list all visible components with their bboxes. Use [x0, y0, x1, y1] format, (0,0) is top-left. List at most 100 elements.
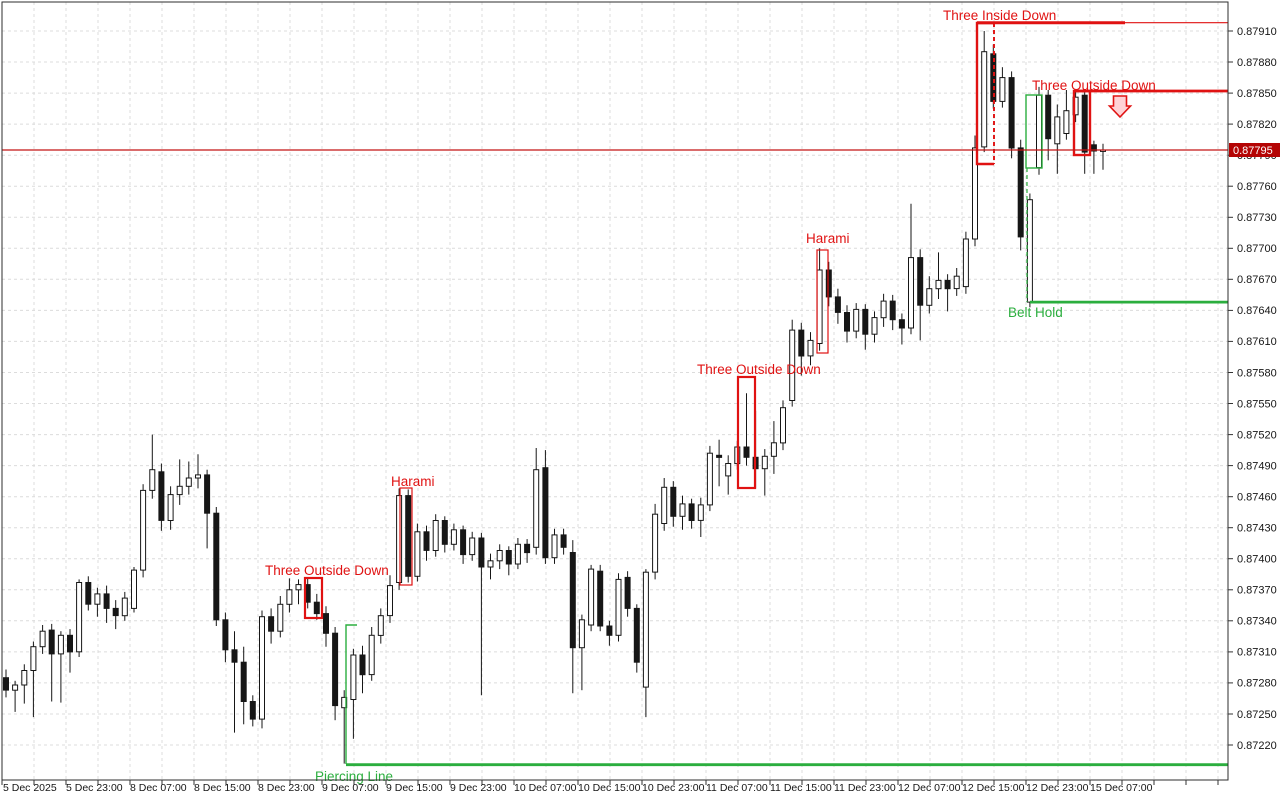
- time-tick-label[interactable]: 9 Dec 15:00: [386, 782, 443, 794]
- candle: [277, 596, 284, 638]
- time-tick-label[interactable]: 10 Dec 23:00: [642, 782, 705, 794]
- time-tick-label[interactable]: 15 Dec 07:00: [1090, 782, 1153, 794]
- price-tick-label[interactable]: 0.87760: [1237, 181, 1277, 193]
- candle: [716, 439, 723, 487]
- time-tick-label[interactable]: 12 Dec 15:00: [962, 782, 1025, 794]
- candle: [962, 231, 969, 294]
- down-arrow-icon[interactable]: [1107, 95, 1133, 119]
- price-tick-label[interactable]: 0.87640: [1237, 305, 1277, 317]
- price-tick-label[interactable]: 0.87520: [1237, 429, 1277, 441]
- time-tick-label[interactable]: 11 Dec 23:00: [834, 782, 896, 794]
- time-tick-label[interactable]: 8 Dec 07:00: [130, 782, 187, 794]
- time-tick-label[interactable]: 12 Dec 23:00: [1026, 782, 1089, 794]
- price-tick-label[interactable]: 0.87370: [1237, 585, 1277, 597]
- candle: [606, 620, 613, 646]
- candle: [578, 614, 585, 691]
- pattern-label[interactable]: Three Outside Down: [697, 362, 821, 377]
- pattern-rect[interactable]: [736, 375, 757, 490]
- price-tick-label[interactable]: 0.87910: [1237, 26, 1277, 38]
- candle: [642, 569, 649, 718]
- price-tick-label[interactable]: 0.87490: [1237, 460, 1277, 472]
- candle: [926, 276, 933, 314]
- time-tick-label[interactable]: 9 Dec 23:00: [450, 782, 507, 794]
- price-tick-label[interactable]: 0.87400: [1237, 554, 1277, 566]
- price-tick-label[interactable]: 0.87700: [1237, 243, 1277, 255]
- candle: [615, 573, 622, 642]
- candle: [633, 604, 640, 673]
- candle: [496, 544, 503, 570]
- candle: [569, 540, 576, 694]
- candle: [387, 575, 393, 623]
- price-tick-label[interactable]: 0.87550: [1237, 398, 1277, 410]
- time-tick-label[interactable]: 10 Dec 15:00: [578, 782, 641, 794]
- candle: [423, 525, 430, 561]
- time-tick-label[interactable]: 11 Dec 07:00: [706, 782, 768, 794]
- price-tick-label[interactable]: 0.87250: [1237, 709, 1277, 721]
- pattern-rect[interactable]: [816, 249, 829, 354]
- pattern-label[interactable]: Three Outside Down: [1032, 78, 1156, 93]
- candle: [725, 455, 732, 495]
- time-tick-label[interactable]: 8 Dec 15:00: [194, 782, 251, 794]
- time-tick-label[interactable]: 5 Dec 23:00: [66, 782, 123, 794]
- candle: [368, 627, 375, 681]
- candle: [917, 249, 924, 341]
- candle: [652, 503, 659, 580]
- pattern-label[interactable]: Harami: [391, 474, 435, 489]
- pattern-label[interactable]: Belt Hold: [1008, 305, 1063, 320]
- candle: [469, 531, 476, 561]
- candle: [377, 608, 384, 644]
- price-tick-label[interactable]: 0.87730: [1237, 212, 1277, 224]
- time-tick-label[interactable]: 8 Dec 23:00: [258, 782, 315, 794]
- candle: [981, 31, 988, 153]
- candle: [761, 449, 768, 496]
- candle: [313, 593, 320, 620]
- candle: [323, 606, 329, 647]
- candle: [158, 463, 165, 531]
- price-tick-label[interactable]: 0.87580: [1237, 367, 1277, 379]
- pattern-rect[interactable]: [1025, 94, 1043, 169]
- candle: [112, 600, 119, 630]
- pattern-rect[interactable]: [303, 576, 324, 620]
- candle: [167, 486, 174, 530]
- price-tick-label[interactable]: 0.87310: [1237, 647, 1277, 659]
- candle: [999, 67, 1006, 108]
- candle: [807, 332, 814, 366]
- time-tick-label[interactable]: 5 Dec 2025: [3, 782, 57, 794]
- price-tick-label[interactable]: 0.87430: [1237, 523, 1277, 535]
- pattern-label[interactable]: Three Outside Down: [265, 563, 389, 578]
- candle: [551, 528, 558, 564]
- candle: [1026, 193, 1033, 308]
- candle: [588, 564, 595, 632]
- price-tick-label[interactable]: 0.87280: [1237, 678, 1277, 690]
- candle: [670, 481, 677, 527]
- candle: [57, 631, 64, 703]
- candle: [39, 625, 46, 654]
- candle: [560, 528, 567, 555]
- price-tick-label[interactable]: 0.87850: [1237, 88, 1277, 100]
- candle: [908, 203, 914, 335]
- time-tick-label[interactable]: 9 Dec 07:00: [322, 782, 379, 794]
- candle: [697, 497, 704, 537]
- pattern-rect[interactable]: [399, 487, 413, 586]
- candle: [396, 488, 403, 590]
- candle: [1081, 92, 1088, 174]
- current-price-badge: 0.87795: [1229, 143, 1280, 157]
- price-tick-label[interactable]: 0.87460: [1237, 492, 1277, 504]
- time-tick-label[interactable]: 10 Dec 07:00: [514, 782, 577, 794]
- candle: [889, 294, 896, 331]
- candle: [121, 591, 128, 621]
- price-tick-label[interactable]: 0.87820: [1237, 119, 1277, 131]
- pattern-label[interactable]: Three Inside Down: [943, 8, 1056, 23]
- pattern-label[interactable]: Harami: [806, 231, 850, 246]
- price-tick-label[interactable]: 0.87220: [1237, 740, 1277, 752]
- price-tick-label[interactable]: 0.87340: [1237, 616, 1277, 628]
- time-tick-label[interactable]: 11 Dec 15:00: [770, 782, 832, 794]
- price-tick-label[interactable]: 0.87610: [1237, 336, 1277, 348]
- time-tick-label[interactable]: 12 Dec 07:00: [898, 782, 961, 794]
- price-tick-label[interactable]: 0.87880: [1237, 57, 1277, 69]
- price-tick-label[interactable]: 0.87670: [1237, 274, 1277, 286]
